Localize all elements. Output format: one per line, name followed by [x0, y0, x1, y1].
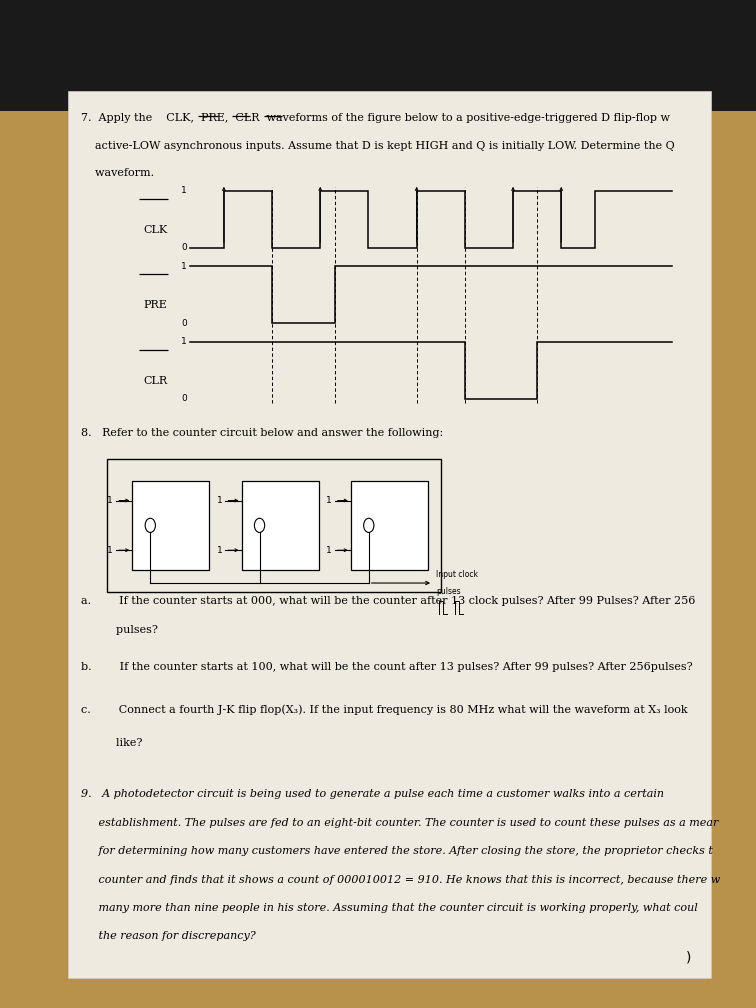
Text: 1: 1	[181, 186, 187, 196]
Text: 9.   A photodetector circuit is being used to generate a pulse each time a custo: 9. A photodetector circuit is being used…	[81, 789, 664, 799]
Text: 0: 0	[181, 394, 187, 403]
Text: c.        Connect a fourth J-K flip flop(X₃). If the input frequency is 80 MHz w: c. Connect a fourth J-K flip flop(X₃). I…	[81, 705, 687, 715]
Text: Q₂: Q₂	[194, 490, 204, 499]
Text: active-LOW asynchronous inputs. Assume that D is kept HIGH and Q is initially LO: active-LOW asynchronous inputs. Assume t…	[81, 141, 674, 151]
Text: waveform.: waveform.	[81, 168, 154, 177]
Text: Q̄₂: Q̄₂	[194, 547, 204, 556]
Text: b.        If the counter starts at 100, what will be the count after 13 pulses? : b. If the counter starts at 100, what wi…	[81, 661, 692, 671]
Text: CLK: CLK	[376, 522, 389, 528]
Text: like?: like?	[81, 738, 142, 748]
Text: Q₀: Q₀	[412, 490, 423, 499]
Bar	[0, 0, 756, 111]
Text: 1: 1	[326, 545, 331, 554]
Text: CLR: CLR	[144, 376, 168, 386]
Text: K: K	[246, 547, 253, 556]
Text: the reason for discrepancy?: the reason for discrepancy?	[81, 931, 256, 941]
Text: J: J	[246, 490, 250, 499]
Text: 0: 0	[181, 319, 187, 328]
Text: counter and finds that it shows a count of 000010012 = 910. He knows that this i: counter and finds that it shows a count …	[81, 875, 720, 884]
Text: CLK: CLK	[158, 522, 171, 528]
Bar	[132, 481, 209, 570]
Text: 7.  Apply the    CLK,  PRE,  CLR  waveforms of the figure below to a positive-ed: 7. Apply the CLK, PRE, CLR waveforms of …	[81, 113, 670, 123]
Text: K: K	[356, 547, 363, 556]
Text: establishment. The pulses are fed to an eight-bit counter. The counter is used t: establishment. The pulses are fed to an …	[81, 817, 718, 828]
Text: 1: 1	[216, 545, 222, 554]
Text: K: K	[138, 547, 144, 556]
Text: Q₁: Q₁	[302, 490, 314, 499]
Bar	[242, 481, 319, 570]
Text: Q̄₁: Q̄₁	[302, 547, 314, 556]
Text: pulses: pulses	[436, 588, 461, 597]
Text: CLK: CLK	[144, 225, 168, 235]
Text: Input clock: Input clock	[436, 570, 479, 579]
Text: a.        If the counter starts at 000, what will be the counter after 13 clock : a. If the counter starts at 000, what wi…	[81, 597, 696, 607]
Text: 1: 1	[326, 496, 331, 505]
Text: J: J	[138, 490, 141, 499]
Text: many more than nine people in his store. Assuming that the counter circuit is wo: many more than nine people in his store.…	[81, 903, 698, 913]
Bar	[351, 481, 428, 570]
Bar	[107, 459, 441, 592]
Text: CLK: CLK	[268, 522, 280, 528]
Text: Q̄₀: Q̄₀	[412, 547, 423, 556]
Bar	[68, 91, 711, 978]
Text: 1: 1	[107, 496, 113, 505]
Text: PRE: PRE	[144, 300, 168, 310]
Text: 1: 1	[181, 262, 187, 271]
Text: 0: 0	[181, 243, 187, 252]
Text: 8.   Refer to the counter circuit below and answer the following:: 8. Refer to the counter circuit below an…	[81, 427, 443, 437]
Text: for determining how many customers have entered the store. After closing the sto: for determining how many customers have …	[81, 846, 713, 856]
Text: J: J	[356, 490, 360, 499]
Text: 1: 1	[216, 496, 222, 505]
Text: ): )	[686, 951, 691, 965]
Text: 1: 1	[107, 545, 113, 554]
Text: pulses?: pulses?	[81, 625, 158, 635]
Text: 1: 1	[181, 338, 187, 347]
